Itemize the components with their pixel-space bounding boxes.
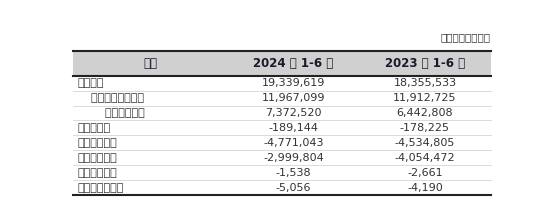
Bar (359, 150, 491, 165)
Text: 项目: 项目 (144, 57, 157, 70)
Bar (359, 51, 491, 76)
Bar (228, 135, 359, 150)
Bar (359, 165, 491, 180)
Bar (228, 150, 359, 165)
Text: 营业外收支净额: 营业外收支净额 (77, 183, 124, 193)
Bar (228, 180, 359, 195)
Text: -1,538: -1,538 (276, 168, 311, 178)
Bar (73, 76, 228, 91)
Bar (359, 91, 491, 105)
Text: -4,054,472: -4,054,472 (395, 153, 455, 163)
Text: 税金及附加: 税金及附加 (77, 123, 111, 133)
Bar (228, 120, 359, 135)
Text: -5,056: -5,056 (276, 183, 311, 193)
Text: 单位：人民币千元: 单位：人民币千元 (441, 32, 491, 42)
Bar (228, 51, 359, 76)
Text: -2,661: -2,661 (407, 168, 443, 178)
Text: 非利息净收入: 非利息净收入 (77, 108, 145, 118)
Bar (359, 180, 491, 195)
Bar (228, 165, 359, 180)
Text: 11,912,725: 11,912,725 (393, 93, 456, 103)
Text: -2,999,804: -2,999,804 (263, 153, 324, 163)
Text: 2023 年 1-6 月: 2023 年 1-6 月 (385, 57, 465, 70)
Text: -189,144: -189,144 (268, 123, 318, 133)
Text: -4,190: -4,190 (407, 183, 443, 193)
Text: 其中：利息净收入: 其中：利息净收入 (77, 93, 144, 103)
Bar (73, 150, 228, 165)
Text: -178,225: -178,225 (400, 123, 450, 133)
Bar (359, 76, 491, 91)
Text: -4,534,805: -4,534,805 (395, 138, 455, 148)
Text: 业务及管理费: 业务及管理费 (77, 138, 117, 148)
Text: 2024 年 1-6 月: 2024 年 1-6 月 (253, 57, 333, 70)
Bar (73, 180, 228, 195)
Bar (73, 91, 228, 105)
Text: 7,372,520: 7,372,520 (265, 108, 322, 118)
Text: 信用减值损失: 信用减值损失 (77, 153, 117, 163)
Text: 19,339,619: 19,339,619 (262, 78, 325, 88)
Bar (228, 105, 359, 120)
Bar (73, 165, 228, 180)
Bar (359, 105, 491, 120)
Text: 18,355,533: 18,355,533 (393, 78, 456, 88)
Bar (73, 105, 228, 120)
Bar (359, 135, 491, 150)
Text: 其他业务支出: 其他业务支出 (77, 168, 117, 178)
Bar (228, 91, 359, 105)
Text: -4,771,043: -4,771,043 (263, 138, 323, 148)
Text: 6,442,808: 6,442,808 (397, 108, 453, 118)
Text: 营业收入: 营业收入 (77, 78, 104, 88)
Bar (228, 76, 359, 91)
Bar (73, 120, 228, 135)
Bar (73, 135, 228, 150)
Bar (359, 120, 491, 135)
Bar (73, 51, 228, 76)
Text: 11,967,099: 11,967,099 (262, 93, 325, 103)
